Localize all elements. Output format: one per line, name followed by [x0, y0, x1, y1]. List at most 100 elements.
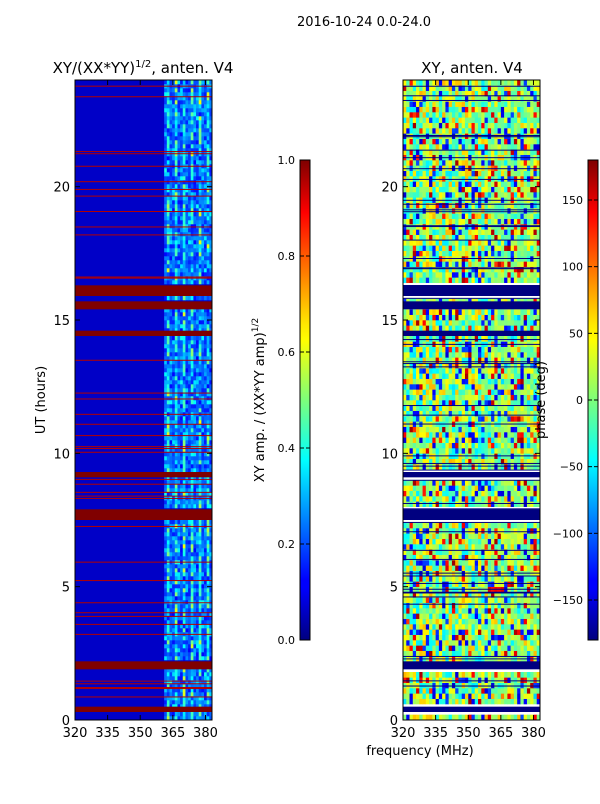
phase-cell [501, 645, 505, 651]
amplitude-cell [196, 604, 199, 608]
amplitude-cell [172, 296, 175, 300]
amplitude-cell [207, 460, 210, 464]
amplitude-cell [207, 120, 210, 124]
phase-cell [413, 693, 417, 699]
amplitude-cell [199, 380, 202, 384]
amplitude-cell [167, 108, 170, 112]
amplitude-cell [177, 672, 180, 676]
amplitude-cell [183, 144, 186, 148]
phase-cell [481, 544, 485, 550]
phase-cell [494, 640, 498, 646]
phase-cell [504, 688, 508, 694]
phase-cell [410, 533, 414, 539]
amplitude-cell [199, 244, 202, 248]
phase-cell [413, 528, 417, 534]
amplitude-cell [196, 128, 199, 132]
amplitude-cell [204, 440, 207, 444]
phase-cell [472, 501, 476, 507]
amplitude-title-rest: , anten. V4 [151, 59, 233, 77]
phase-cell [530, 629, 534, 635]
amplitude-cell [196, 348, 199, 352]
amplitude-flag-line [75, 616, 212, 617]
phase-cell [452, 629, 456, 635]
amplitude-cell [175, 596, 178, 600]
amplitude-cell [188, 528, 191, 532]
amplitude-cell [188, 712, 191, 716]
phase-cell [511, 427, 515, 433]
amplitude-cell [191, 296, 194, 300]
amplitude-cell [167, 568, 170, 572]
amplitude-cell [199, 488, 202, 492]
amplitude-cell [207, 700, 210, 704]
amplitude-cell [196, 196, 199, 200]
phase-cell [472, 528, 476, 534]
amplitude-cell [201, 256, 204, 260]
phase-cell [452, 416, 456, 422]
phase-cell [501, 603, 505, 609]
amplitude-cell [188, 228, 191, 232]
amplitude-colorbar-tick-label: 1.0 [278, 154, 296, 167]
amplitude-cell [183, 520, 186, 524]
amplitude-cell [196, 700, 199, 704]
phase-cell [468, 603, 472, 609]
amplitude-cell [169, 272, 172, 276]
phase-cell [458, 608, 462, 614]
amplitude-cell [188, 656, 191, 660]
amplitude-cell [175, 348, 178, 352]
amplitude-cell [191, 548, 194, 552]
amplitude-cell [164, 232, 167, 236]
amplitude-cell [169, 364, 172, 368]
amplitude-cell [207, 596, 210, 600]
amplitude-cell [196, 500, 199, 504]
amplitude-cell [169, 544, 172, 548]
amplitude-cell [167, 132, 170, 136]
amplitude-cell [207, 184, 210, 188]
phase-cell [507, 645, 511, 651]
amplitude-cell [204, 128, 207, 132]
amplitude-cell [172, 388, 175, 392]
amplitude-cell [183, 656, 186, 660]
amplitude-cell [172, 568, 175, 572]
phase-cell [462, 485, 466, 491]
amplitude-cell [183, 184, 186, 188]
amplitude-cell [199, 336, 202, 340]
amplitude-cell [172, 456, 175, 460]
phase-cell [462, 448, 466, 454]
phase-cell [436, 437, 440, 443]
phase-cell [426, 635, 430, 641]
phase-cell [449, 480, 453, 486]
amplitude-cell [167, 144, 170, 148]
phase-cell [439, 608, 443, 614]
phase-cell [455, 427, 459, 433]
amplitude-cell [175, 280, 178, 284]
amplitude-cell [180, 316, 183, 320]
phase-cell [403, 693, 407, 699]
phase-cell [465, 635, 469, 641]
phase-cell [419, 565, 423, 571]
phase-cell [406, 544, 410, 550]
amplitude-cell [196, 188, 199, 192]
amplitude-cell [185, 584, 188, 588]
phase-cell [429, 672, 433, 678]
phase-cell [432, 672, 436, 678]
amplitude-cell [177, 236, 180, 240]
amplitude-cell [188, 396, 191, 400]
phase-cell [501, 693, 505, 699]
phase-cell [455, 485, 459, 491]
phase-cell [455, 608, 459, 614]
amplitude-cell [183, 396, 186, 400]
amplitude-cell [177, 100, 180, 104]
amplitude-cell [207, 160, 210, 164]
phase-cell [458, 528, 462, 534]
amplitude-cell [191, 636, 194, 640]
amplitude-cell [164, 144, 167, 148]
amplitude-cell [188, 672, 191, 676]
amplitude-cell [164, 380, 167, 384]
phase-cell [504, 416, 508, 422]
amplitude-cell [193, 364, 196, 368]
phase-cell [432, 395, 436, 401]
phase-cell [410, 560, 414, 566]
phase-cell [517, 480, 521, 486]
phase-cell [520, 603, 524, 609]
amplitude-cell [204, 584, 207, 588]
